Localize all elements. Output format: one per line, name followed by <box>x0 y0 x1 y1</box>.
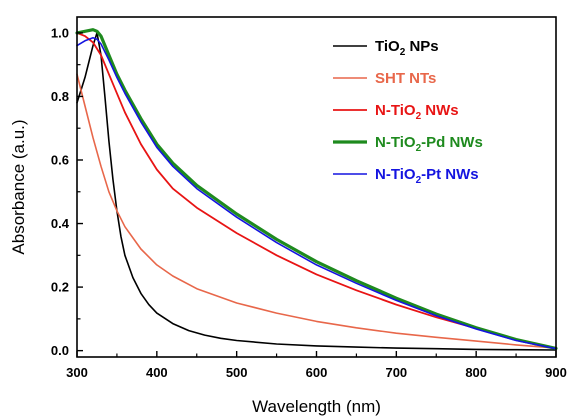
y-tick-label: 0.4 <box>51 216 70 231</box>
legend: TiO2 NPs SHT NTs N-TiO2 NWs N-TiO2-Pd NWs N-… <box>333 38 483 186</box>
series-line-0 <box>76 32 557 351</box>
series-line-4 <box>76 36 557 350</box>
series-line-2 <box>76 32 557 349</box>
legend-label: SHT NTs <box>375 70 436 87</box>
series-line-3 <box>75 28 558 350</box>
y-tick-label: 0.2 <box>51 280 69 295</box>
legend-label: N-TiO2-Pt NWs <box>375 166 479 186</box>
y-tick-label: 0.0 <box>51 343 69 358</box>
plot-frame <box>76 16 557 358</box>
y-axis-title: Absorbance (a.u.) <box>9 119 28 254</box>
plot-lines <box>75 28 558 351</box>
x-tick-label: 700 <box>385 365 407 380</box>
y-tick-label: 0.6 <box>51 152 69 167</box>
legend-label: N-TiO2-Pd NWs <box>375 134 483 154</box>
y-tick-label: 1.0 <box>51 25 69 40</box>
x-tick-label: 900 <box>545 365 567 380</box>
y-axis: 0.0 0.2 0.4 0.6 0.8 1.0 <box>51 25 83 358</box>
legend-label: N-TiO2 NWs <box>375 102 459 122</box>
legend-label: TiO2 NPs <box>375 38 439 58</box>
x-axis-title: Wavelength (nm) <box>252 397 381 416</box>
x-axis: 300 400 500 600 700 800 900 <box>66 351 567 380</box>
y-tick-label: 0.8 <box>51 89 69 104</box>
x-tick-label: 800 <box>465 365 487 380</box>
series-line-1 <box>76 73 557 349</box>
x-tick-label: 400 <box>146 365 168 380</box>
x-tick-label: 600 <box>306 365 328 380</box>
x-tick-label: 300 <box>66 365 88 380</box>
x-tick-label: 500 <box>226 365 248 380</box>
